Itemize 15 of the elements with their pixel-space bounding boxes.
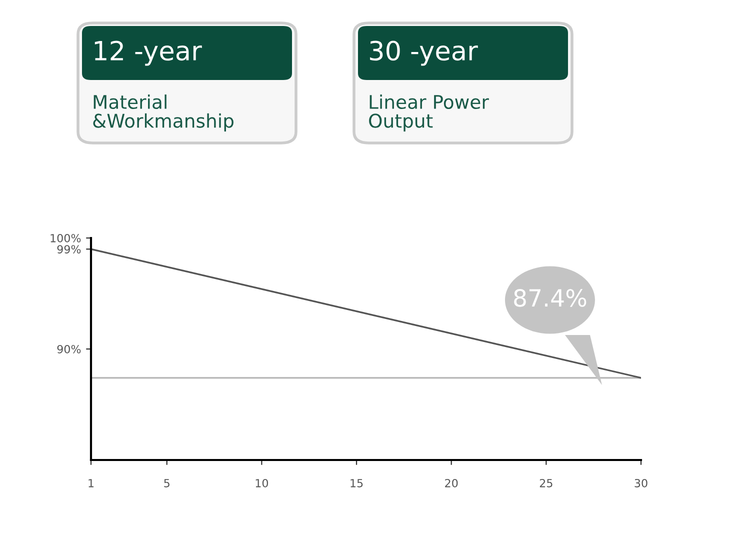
y-tick-label: 90%: [57, 344, 81, 354]
x-tick-label: 20: [445, 478, 458, 488]
x-tick-label: 30: [634, 478, 648, 488]
x-tick-label: 10: [256, 478, 268, 488]
text: Material &Workmanship: [93, 94, 234, 132]
y-tick-label: 99%: [57, 245, 81, 254]
text: Linear Power Output: [369, 94, 489, 132]
text: 30 -year: [370, 40, 478, 66]
x-tick-label: 25: [540, 478, 552, 488]
x-tick-label: 5: [164, 479, 170, 488]
annotation: 87.4%: [514, 288, 586, 307]
y-tick-label: 100%: [50, 234, 81, 242]
text: 12 -year: [94, 40, 202, 66]
x-tick-label: 15: [350, 479, 363, 488]
x-tick-label: 1: [88, 479, 94, 488]
